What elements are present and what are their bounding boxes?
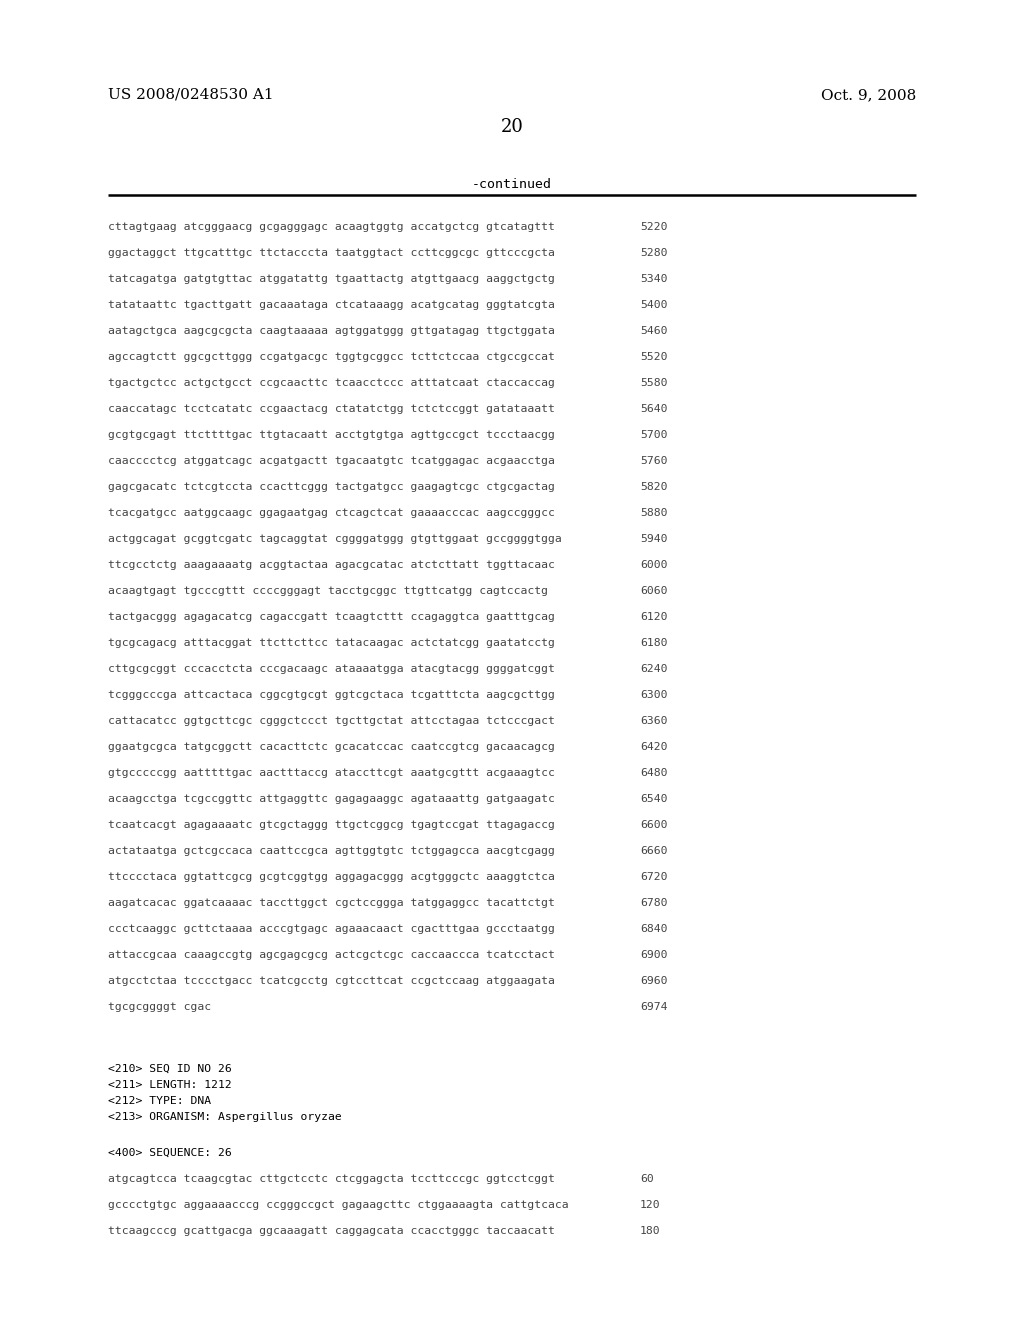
Text: 6240: 6240 [640,664,668,675]
Text: gcgtgcgagt ttcttttgac ttgtacaatt acctgtgtga agttgccgct tccctaacgg: gcgtgcgagt ttcttttgac ttgtacaatt acctgtg… [108,430,555,440]
Text: 6974: 6974 [640,1002,668,1012]
Text: ggaatgcgca tatgcggctt cacacttctc gcacatccac caatccgtcg gacaacagcg: ggaatgcgca tatgcggctt cacacttctc gcacatc… [108,742,555,752]
Text: 6420: 6420 [640,742,668,752]
Text: gcccctgtgc aggaaaacccg ccgggccgct gagaagcttc ctggaaaagta cattgtcaca: gcccctgtgc aggaaaacccg ccgggccgct gagaag… [108,1200,568,1210]
Text: 5940: 5940 [640,535,668,544]
Text: 6600: 6600 [640,820,668,830]
Text: US 2008/0248530 A1: US 2008/0248530 A1 [108,88,273,102]
Text: cttgcgcggt cccacctcta cccgacaagc ataaaatgga atacgtacgg ggggatcggt: cttgcgcggt cccacctcta cccgacaagc ataaaat… [108,664,555,675]
Text: 6720: 6720 [640,873,668,882]
Text: 5880: 5880 [640,508,668,517]
Text: 6540: 6540 [640,795,668,804]
Text: tcacgatgcc aatggcaagc ggagaatgag ctcagctcat gaaaacccac aagccgggcc: tcacgatgcc aatggcaagc ggagaatgag ctcagct… [108,508,555,517]
Text: 5400: 5400 [640,300,668,310]
Text: gagcgacatc tctcgtccta ccacttcggg tactgatgcc gaagagtcgc ctgcgactag: gagcgacatc tctcgtccta ccacttcggg tactgat… [108,482,555,492]
Text: <210> SEQ ID NO 26: <210> SEQ ID NO 26 [108,1064,231,1074]
Text: tgactgctcc actgctgcct ccgcaacttc tcaacctccc atttatcaat ctaccaccag: tgactgctcc actgctgcct ccgcaacttc tcaacct… [108,378,555,388]
Text: 5820: 5820 [640,482,668,492]
Text: atgcctctaa tcccctgacc tcatcgcctg cgtccttcat ccgctccaag atggaagata: atgcctctaa tcccctgacc tcatcgcctg cgtcctt… [108,975,555,986]
Text: actggcagat gcggtcgatc tagcaggtat cggggatggg gtgttggaat gccggggtgga: actggcagat gcggtcgatc tagcaggtat cggggat… [108,535,562,544]
Text: 6660: 6660 [640,846,668,855]
Text: acaagtgagt tgcccgttt ccccgggagt tacctgcggc ttgttcatgg cagtccactg: acaagtgagt tgcccgttt ccccgggagt tacctgcg… [108,586,548,597]
Text: 5220: 5220 [640,222,668,232]
Text: aagatcacac ggatcaaaac taccttggct cgctccggga tatggaggcc tacattctgt: aagatcacac ggatcaaaac taccttggct cgctccg… [108,898,555,908]
Text: ttcaagcccg gcattgacga ggcaaagatt caggagcata ccacctgggc taccaacatt: ttcaagcccg gcattgacga ggcaaagatt caggagc… [108,1226,555,1236]
Text: ccctcaaggc gcttctaaaa acccgtgagc agaaacaact cgactttgaa gccctaatgg: ccctcaaggc gcttctaaaa acccgtgagc agaaaca… [108,924,555,935]
Text: 120: 120 [640,1200,660,1210]
Text: Oct. 9, 2008: Oct. 9, 2008 [821,88,916,102]
Text: actataatga gctcgccaca caattccgca agttggtgtc tctggagcca aacgtcgagg: actataatga gctcgccaca caattccgca agttggt… [108,846,555,855]
Text: tactgacggg agagacatcg cagaccgatt tcaagtcttt ccagaggtca gaatttgcag: tactgacggg agagacatcg cagaccgatt tcaagtc… [108,612,555,622]
Text: 180: 180 [640,1226,660,1236]
Text: 6180: 6180 [640,638,668,648]
Text: caaccatagc tcctcatatc ccgaactacg ctatatctgg tctctccggt gatataaatt: caaccatagc tcctcatatc ccgaactacg ctatatc… [108,404,555,414]
Text: cttagtgaag atcgggaacg gcgagggagc acaagtggtg accatgctcg gtcatagttt: cttagtgaag atcgggaacg gcgagggagc acaagtg… [108,222,555,232]
Text: 6120: 6120 [640,612,668,622]
Text: 6480: 6480 [640,768,668,777]
Text: <400> SEQUENCE: 26: <400> SEQUENCE: 26 [108,1148,231,1158]
Text: ttcgcctctg aaagaaaatg acggtactaa agacgcatac atctcttatt tggttacaac: ttcgcctctg aaagaaaatg acggtactaa agacgca… [108,560,555,570]
Text: 5760: 5760 [640,455,668,466]
Text: gtgcccccgg aatttttgac aactttaccg ataccttcgt aaatgcgttt acgaaagtcc: gtgcccccgg aatttttgac aactttaccg atacctt… [108,768,555,777]
Text: <213> ORGANISM: Aspergillus oryzae: <213> ORGANISM: Aspergillus oryzae [108,1111,342,1122]
Text: 5460: 5460 [640,326,668,337]
Text: -continued: -continued [472,178,552,191]
Text: 6000: 6000 [640,560,668,570]
Text: 6360: 6360 [640,715,668,726]
Text: 5340: 5340 [640,275,668,284]
Text: 5520: 5520 [640,352,668,362]
Text: ttcccctaca ggtattcgcg gcgtcggtgg aggagacggg acgtgggctc aaaggtctca: ttcccctaca ggtattcgcg gcgtcggtgg aggagac… [108,873,555,882]
Text: 6840: 6840 [640,924,668,935]
Text: 60: 60 [640,1173,653,1184]
Text: 6900: 6900 [640,950,668,960]
Text: 6060: 6060 [640,586,668,597]
Text: tcgggcccga attcactaca cggcgtgcgt ggtcgctaca tcgatttcta aagcgcttgg: tcgggcccga attcactaca cggcgtgcgt ggtcgct… [108,690,555,700]
Text: 5640: 5640 [640,404,668,414]
Text: ggactaggct ttgcatttgc ttctacccta taatggtact ccttcggcgc gttcccgcta: ggactaggct ttgcatttgc ttctacccta taatggt… [108,248,555,257]
Text: 20: 20 [501,117,523,136]
Text: <212> TYPE: DNA: <212> TYPE: DNA [108,1096,211,1106]
Text: attaccgcaa caaagccgtg agcgagcgcg actcgctcgc caccaaccca tcatcctact: attaccgcaa caaagccgtg agcgagcgcg actcgct… [108,950,555,960]
Text: tgcgcggggt cgac: tgcgcggggt cgac [108,1002,211,1012]
Text: 5700: 5700 [640,430,668,440]
Text: 5580: 5580 [640,378,668,388]
Text: caacccctcg atggatcagc acgatgactt tgacaatgtc tcatggagac acgaacctga: caacccctcg atggatcagc acgatgactt tgacaat… [108,455,555,466]
Text: 6780: 6780 [640,898,668,908]
Text: tcaatcacgt agagaaaatc gtcgctaggg ttgctcggcg tgagtccgat ttagagaccg: tcaatcacgt agagaaaatc gtcgctaggg ttgctcg… [108,820,555,830]
Text: agccagtctt ggcgcttggg ccgatgacgc tggtgcggcc tcttctccaa ctgccgccat: agccagtctt ggcgcttggg ccgatgacgc tggtgcg… [108,352,555,362]
Text: aatagctgca aagcgcgcta caagtaaaaa agtggatggg gttgatagag ttgctggata: aatagctgca aagcgcgcta caagtaaaaa agtggat… [108,326,555,337]
Text: tatataattc tgacttgatt gacaaataga ctcataaagg acatgcatag gggtatcgta: tatataattc tgacttgatt gacaaataga ctcataa… [108,300,555,310]
Text: <211> LENGTH: 1212: <211> LENGTH: 1212 [108,1080,231,1090]
Text: tatcagatga gatgtgttac atggatattg tgaattactg atgttgaacg aaggctgctg: tatcagatga gatgtgttac atggatattg tgaatta… [108,275,555,284]
Text: acaagcctga tcgccggttc attgaggttc gagagaaggc agataaattg gatgaagatc: acaagcctga tcgccggttc attgaggttc gagagaa… [108,795,555,804]
Text: tgcgcagacg atttacggat ttcttcttcc tatacaagac actctatcgg gaatatcctg: tgcgcagacg atttacggat ttcttcttcc tatacaa… [108,638,555,648]
Text: 6960: 6960 [640,975,668,986]
Text: 6300: 6300 [640,690,668,700]
Text: 5280: 5280 [640,248,668,257]
Text: atgcagtcca tcaagcgtac cttgctcctc ctcggagcta tccttcccgc ggtcctcggt: atgcagtcca tcaagcgtac cttgctcctc ctcggag… [108,1173,555,1184]
Text: cattacatcc ggtgcttcgc cgggctccct tgcttgctat attcctagaa tctcccgact: cattacatcc ggtgcttcgc cgggctccct tgcttgc… [108,715,555,726]
